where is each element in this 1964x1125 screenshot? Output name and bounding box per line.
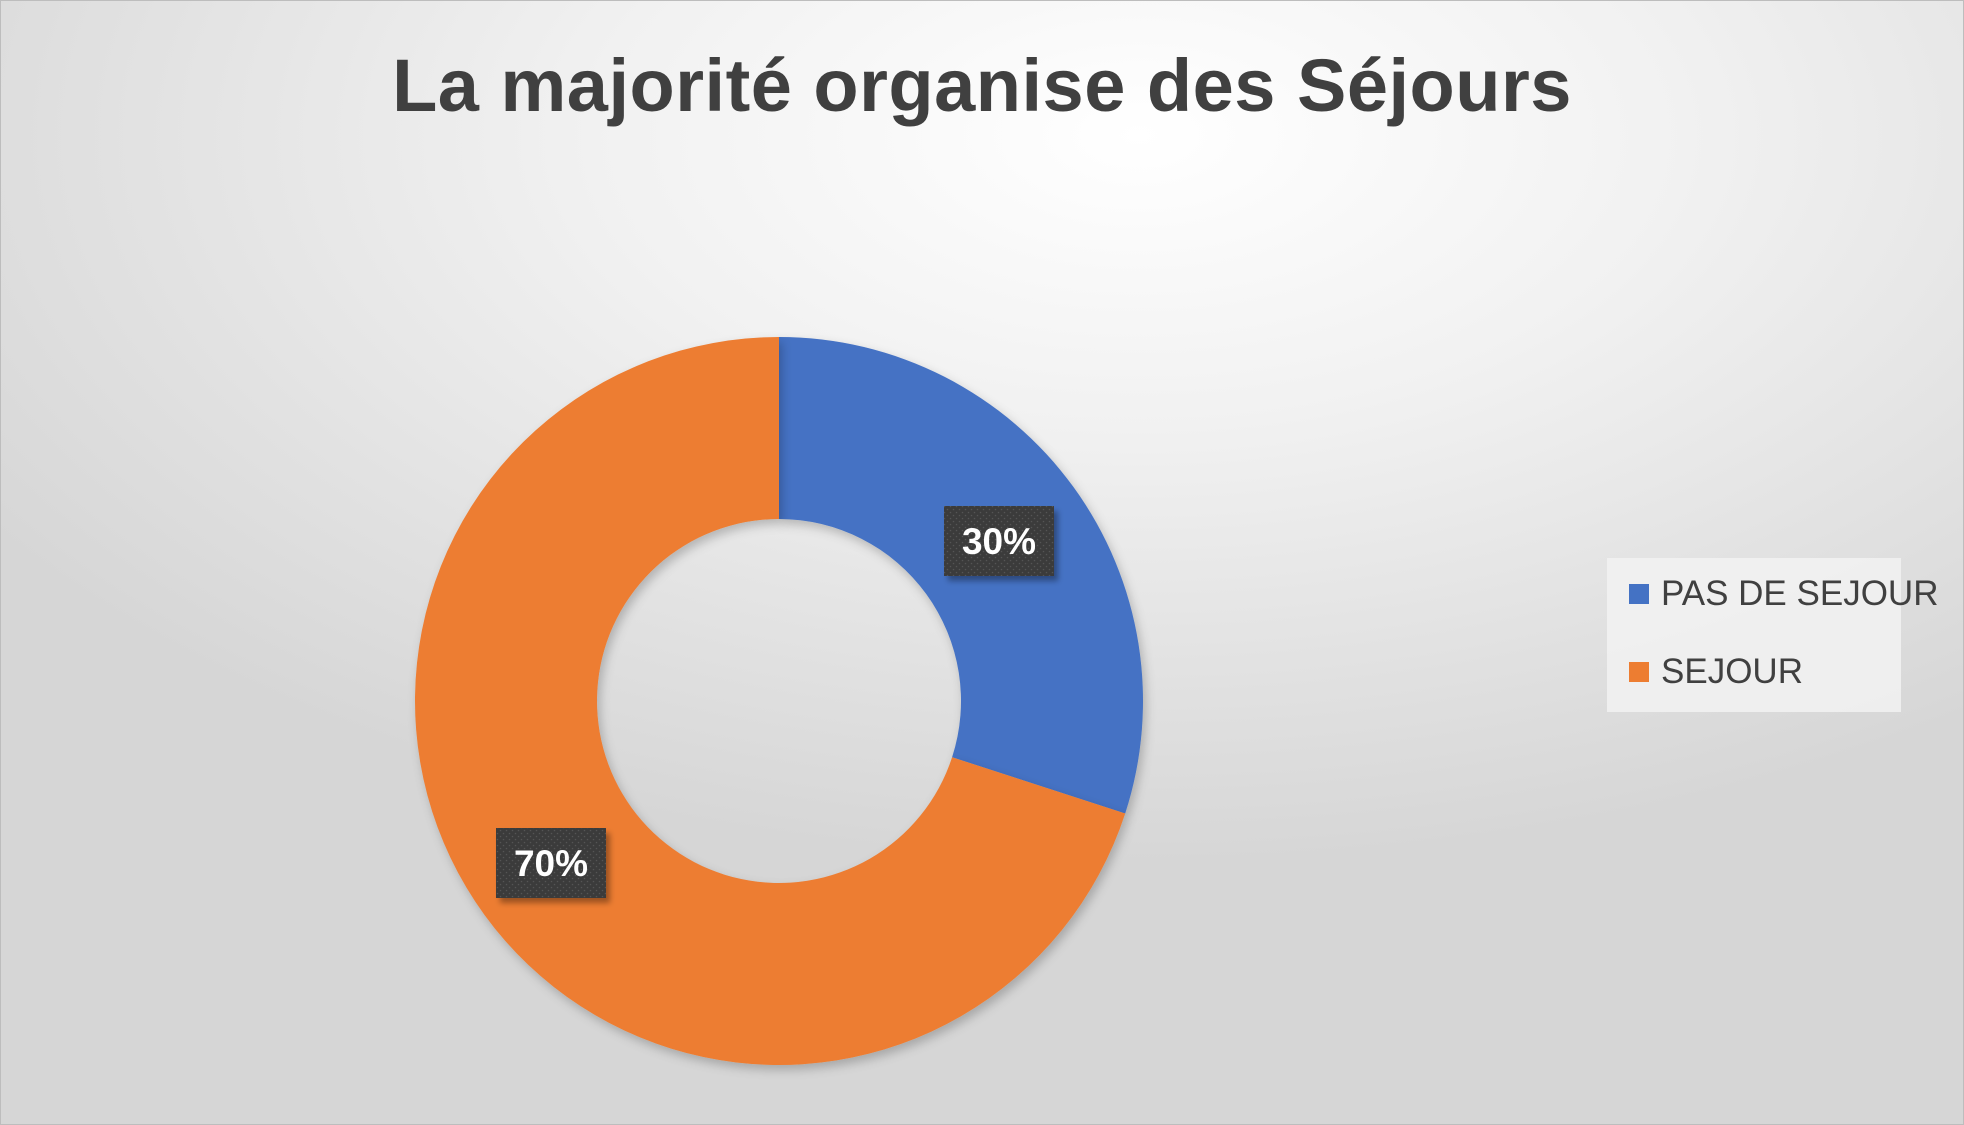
legend: PAS DE SEJOUR SEJOUR xyxy=(1607,558,1938,712)
legend-label-pas-de-sejour: PAS DE SEJOUR xyxy=(1661,574,1939,613)
chart-title: La majorité organise des Séjours xyxy=(392,44,1572,127)
legend-item-pas-de-sejour: PAS DE SEJOUR xyxy=(1629,574,1938,614)
data-label-pas-de-sejour: 30% xyxy=(944,506,1054,576)
legend-swatch-pas-de-sejour xyxy=(1629,584,1649,604)
data-labels-layer: 30% 70% xyxy=(496,506,1054,898)
data-label-text: 70% xyxy=(514,843,588,884)
data-label-text: 30% xyxy=(962,521,1036,562)
data-label-box xyxy=(496,828,606,898)
data-label-sejour: 70% xyxy=(496,828,606,898)
data-label-box xyxy=(944,506,1054,576)
legend-item-sejour: SEJOUR xyxy=(1629,652,1803,692)
slices-layer xyxy=(415,337,1143,1065)
legend-swatch-sejour xyxy=(1629,662,1649,682)
legend-label-sejour: SEJOUR xyxy=(1661,652,1803,691)
